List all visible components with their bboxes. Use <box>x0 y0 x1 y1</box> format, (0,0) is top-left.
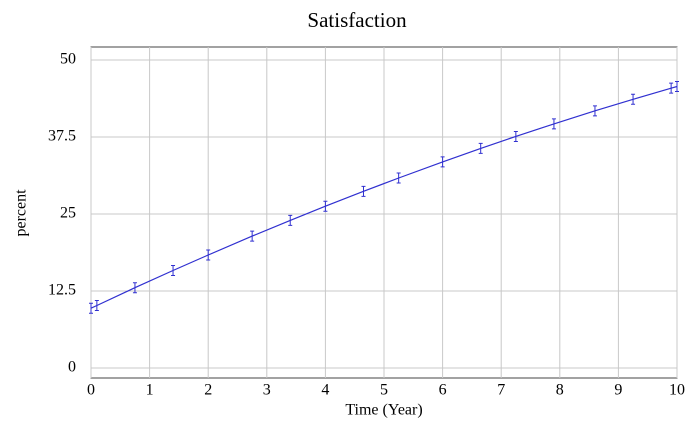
x-axis-label: Time (Year) <box>345 402 422 419</box>
x-tick-label: 2 <box>204 382 212 399</box>
y-tick-label: 37.5 <box>48 128 76 145</box>
x-tick-label: 3 <box>263 382 271 399</box>
chart: Satisfaction Time (Year) percent 012.525… <box>0 0 686 426</box>
y-tick-label: 0 <box>68 359 76 376</box>
x-tick-label: 0 <box>87 382 95 399</box>
y-axis-label: percent <box>13 189 30 237</box>
x-tick-label: 7 <box>497 382 505 399</box>
x-tick-label: 1 <box>146 382 154 399</box>
chart-title: Satisfaction <box>307 8 407 32</box>
x-tick-label: 5 <box>380 382 388 399</box>
y-tick-label: 12.5 <box>48 282 76 299</box>
x-tick-label: 6 <box>439 382 447 399</box>
x-tick-label: 10 <box>669 382 685 399</box>
x-tick-label: 9 <box>614 382 622 399</box>
y-tick-label: 50 <box>60 51 76 68</box>
x-tick-label: 4 <box>321 382 329 399</box>
x-tick-label: 8 <box>556 382 564 399</box>
y-tick-label: 25 <box>60 205 76 222</box>
